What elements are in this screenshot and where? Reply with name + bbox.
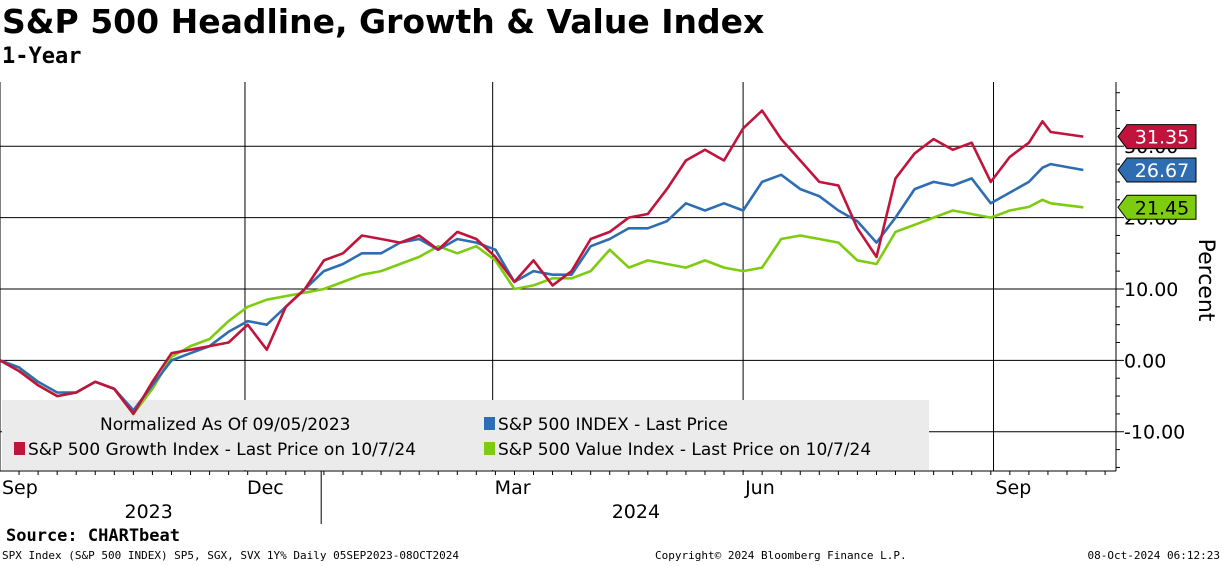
x-tick-label: Mar (495, 477, 531, 499)
last-value-headline: 26.67 (1135, 160, 1189, 182)
y-tick-label: -10.00 (1124, 422, 1185, 444)
last-value-growth: 31.35 (1135, 127, 1189, 149)
chart-subtitle: 1-Year (2, 44, 82, 69)
legend-label-value: S&P 500 Value Index - Last Price on 10/7… (498, 440, 871, 460)
series-line-growth (0, 109, 1084, 416)
last-value-flag-growth (1117, 124, 1197, 150)
chart-title: S&P 500 Headline, Growth & Value Index (2, 2, 765, 41)
legend-box (2, 400, 929, 470)
legend-note: Normalized As Of 09/05/2023 (100, 415, 350, 435)
last-value-flag-value (1117, 194, 1197, 220)
y-tick-label: 0.00 (1124, 350, 1166, 372)
y-tick-label: 10.00 (1124, 279, 1178, 301)
legend-label-growth: S&P 500 Growth Index - Last Price on 10/… (28, 440, 416, 460)
series-layer (0, 109, 1084, 416)
legend-swatch-value (484, 442, 495, 455)
chart: Normalized As Of 09/05/2023 S&P 500 Growt… (0, 82, 1218, 524)
y-axis-title: Percent (1193, 239, 1218, 322)
series-line-value (0, 198, 1084, 416)
legend-swatch-growth (14, 442, 25, 455)
legend: Normalized As Of 09/05/2023 S&P 500 Growt… (2, 400, 929, 470)
last-value-labels: 31.35 26.67 21.45 (1117, 124, 1197, 220)
x-tick-label: Dec (247, 477, 284, 499)
footer-timestamp: 08-Oct-2024 06:12:23 (1087, 549, 1220, 562)
x-tick-label: Sep (2, 477, 38, 499)
legend-swatch-headline (484, 417, 495, 430)
x-tick-label: Jun (744, 477, 775, 499)
x-year-label: 2024 (612, 501, 660, 523)
footer-copyright: Copyright© 2024 Bloomberg Finance L.P. (655, 549, 907, 562)
source-note: Source: CHARTbeat (6, 526, 180, 546)
last-value-flag-headline (1117, 157, 1197, 183)
last-value-value: 21.45 (1135, 197, 1189, 219)
legend-label-headline: S&P 500 INDEX - Last Price (498, 415, 728, 435)
x-year-label: 2023 (124, 501, 172, 523)
footer-ticker-info: SPX Index (S&P 500 INDEX) SP5, SGX, SVX … (2, 549, 459, 562)
x-tick-label: Sep (996, 477, 1032, 499)
series-line-headline (0, 162, 1084, 412)
